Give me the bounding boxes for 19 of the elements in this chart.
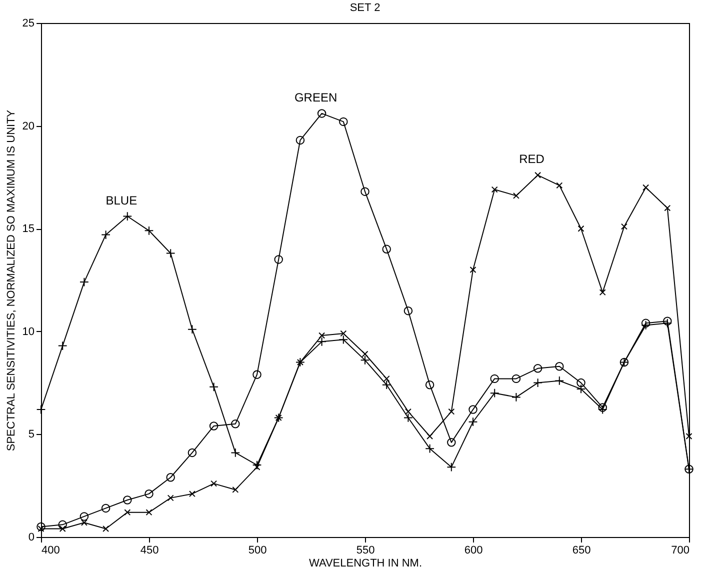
x-tick-label: 450 xyxy=(140,544,159,556)
x-tick-label: 400 xyxy=(42,544,60,556)
x-tick-label: 700 xyxy=(671,544,690,556)
y-tick-label: 25 xyxy=(22,18,34,30)
y-tick-label: 15 xyxy=(22,223,34,236)
y-tick-label: 20 xyxy=(22,120,34,132)
x-axis-title: WAVELENGTH IN NM. xyxy=(308,558,422,570)
series-label: RED xyxy=(519,152,545,166)
chart-title: SET 2 xyxy=(350,2,380,14)
x-tick-label: 600 xyxy=(464,544,483,556)
x-tick-label: 650 xyxy=(572,544,591,556)
y-axis-title: SPECTRAL SENSITIVITIES, NORMALIZED SO MAXIMUM IS UNITY xyxy=(5,109,18,452)
y-tick-label: 10 xyxy=(22,326,34,338)
x-tick-label: 550 xyxy=(356,544,375,556)
y-tick-label: 5 xyxy=(28,428,34,441)
series-label: BLUE xyxy=(106,193,138,208)
x-tick-label: 500 xyxy=(248,544,267,556)
y-tick-label: 0 xyxy=(28,532,34,544)
series-label: GREEN xyxy=(294,90,338,104)
